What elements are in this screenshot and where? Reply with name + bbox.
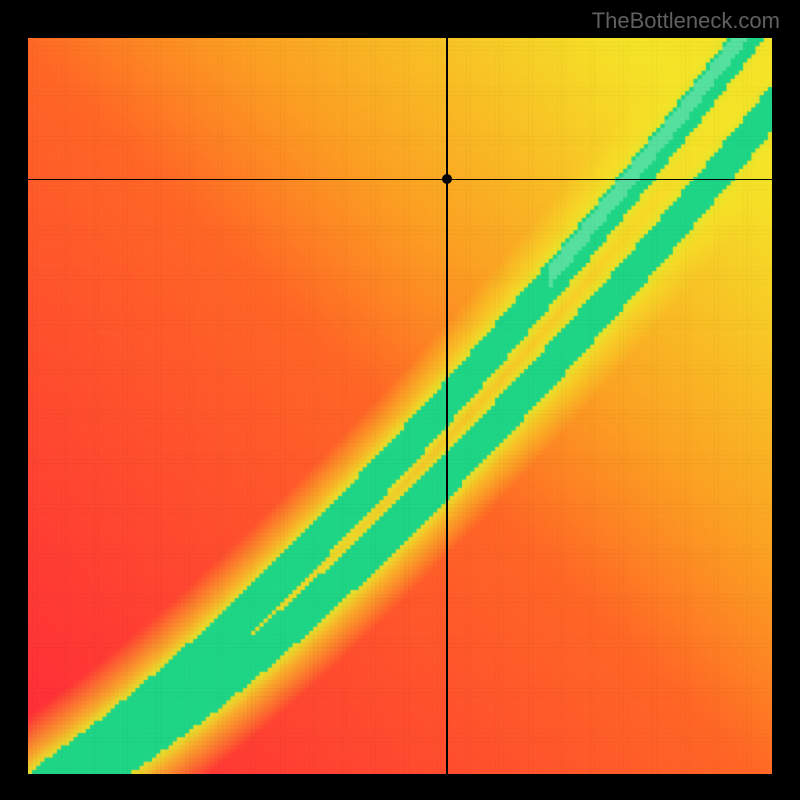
crosshair-horizontal xyxy=(28,179,772,181)
heatmap-frame xyxy=(28,38,772,774)
watermark-text: TheBottleneck.com xyxy=(592,8,780,34)
bottleneck-heatmap xyxy=(28,38,772,774)
crosshair-vertical xyxy=(446,38,448,774)
